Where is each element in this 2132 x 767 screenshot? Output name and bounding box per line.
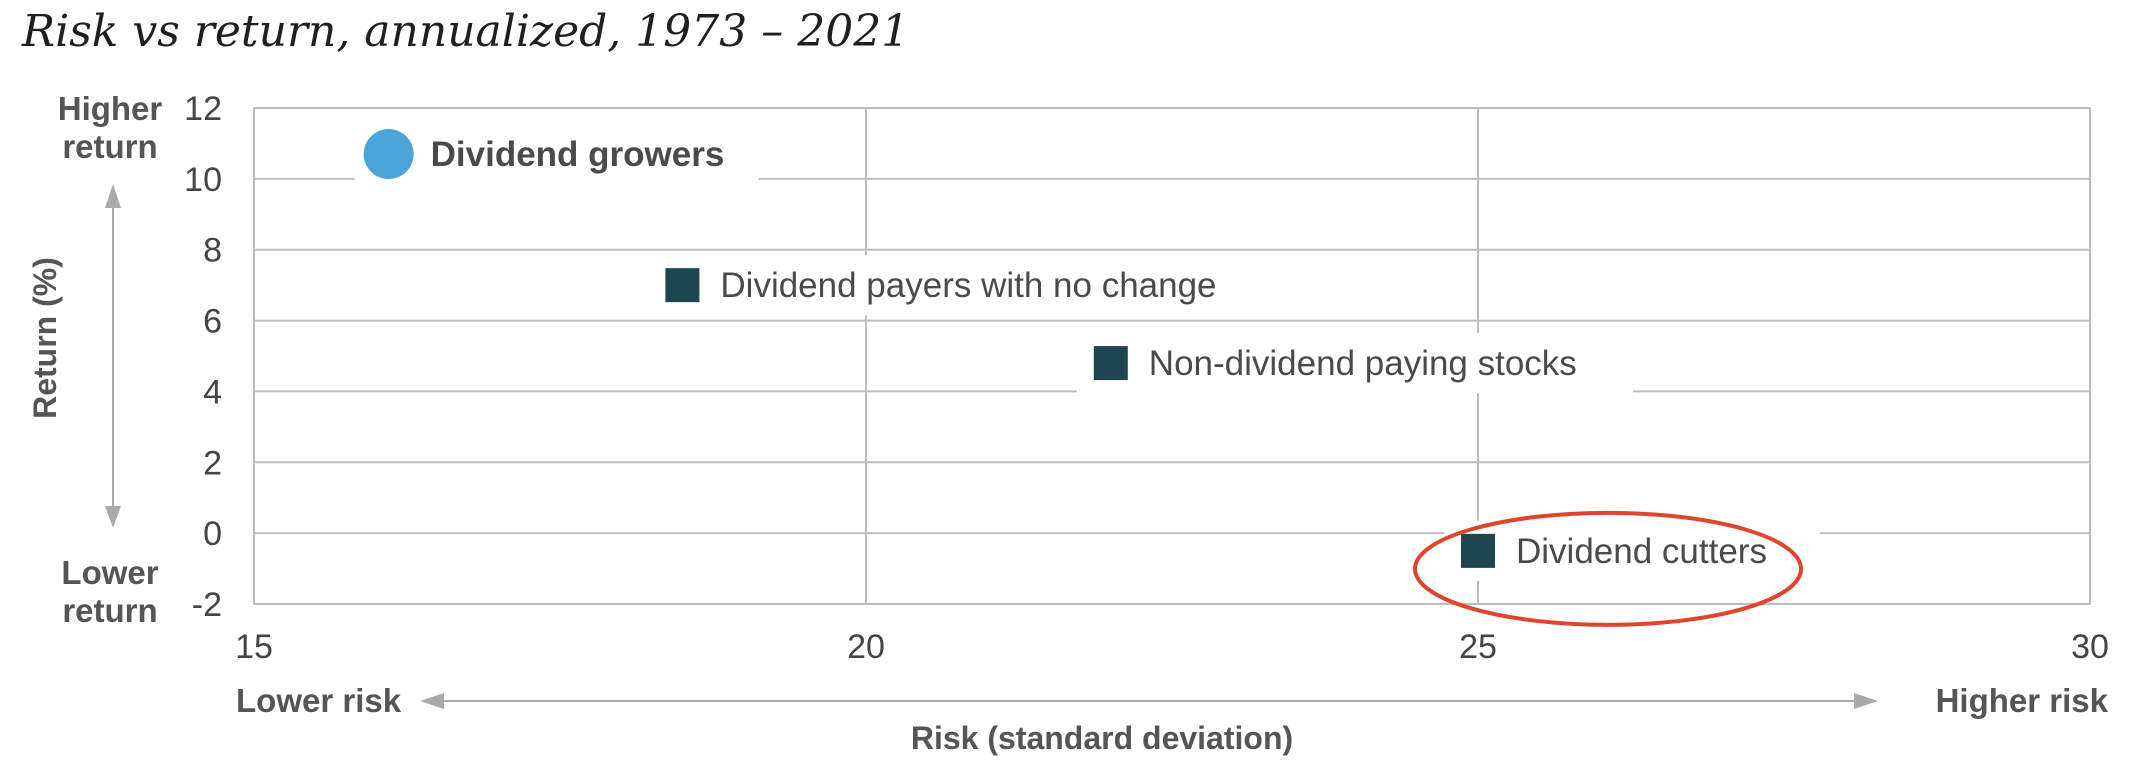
y-high-label: Higher return — [58, 90, 163, 165]
y-arrow-up-head — [105, 184, 121, 208]
point-dividend-cutters — [1461, 533, 1495, 568]
x-tick-label: 30 — [2071, 628, 2109, 666]
y-tick-label: 10 — [184, 161, 222, 199]
x-tick-label: 20 — [847, 628, 885, 666]
y-tick-label: 2 — [203, 444, 222, 482]
edge-label-line: Higher — [58, 90, 163, 127]
point-label-dividend-payers-with-no-change: Dividend payers with no change — [720, 266, 1216, 305]
x-arrow-left-head — [420, 693, 444, 709]
x-high-label: Higher risk — [1936, 682, 2109, 719]
edge-label-line: return — [62, 128, 157, 165]
y-tick-label: 8 — [203, 232, 222, 270]
x-arrow-right-head — [1854, 693, 1878, 709]
edge-label-line: Lower — [61, 554, 158, 591]
y-tick-label: 4 — [203, 373, 222, 411]
label-backdrop-dividend-payers-with-no-change — [648, 255, 1277, 316]
point-label-dividend-cutters: Dividend cutters — [1516, 532, 1767, 571]
grid-layer — [253, 107, 2091, 605]
highlight-ellipse — [1413, 510, 1803, 627]
chart-title: Risk vs return, annualized, 1973 – 2021 — [21, 6, 909, 57]
data-points: Dividend growers Dividend payers with no … — [354, 124, 1820, 627]
point-non-dividend-paying-stocks — [1093, 346, 1128, 381]
y-tick-label: 6 — [203, 303, 222, 341]
y-tick-label: 0 — [203, 515, 222, 553]
label-backdrop-dividend-growers — [354, 124, 759, 185]
y-tick-label: 12 — [184, 90, 222, 128]
label-backdrop-non-dividend-paying-stocks — [1076, 333, 1633, 394]
point-dividend-growers — [363, 129, 414, 180]
point-label-dividend-growers: Dividend growers — [431, 135, 725, 174]
y-low-label: Lower return — [61, 554, 158, 629]
x-tick-label: 15 — [235, 628, 273, 666]
point-dividend-payers-with-no-change — [665, 268, 700, 303]
x-tick-label: 25 — [1459, 628, 1497, 666]
label-backdrop-dividend-cutters — [1444, 520, 1820, 581]
x-low-label: Lower risk — [236, 682, 402, 719]
axis-arrows — [105, 184, 1878, 709]
point-label-non-dividend-paying-stocks: Non-dividend paying stocks — [1149, 344, 1577, 383]
y-arrow-down-head — [105, 506, 121, 528]
y-tick-label: -2 — [192, 586, 222, 624]
x-axis-label: Risk (standard deviation) — [911, 720, 1293, 756]
y-axis-label: Return (%) — [27, 257, 63, 419]
edge-label-line: return — [62, 592, 157, 629]
